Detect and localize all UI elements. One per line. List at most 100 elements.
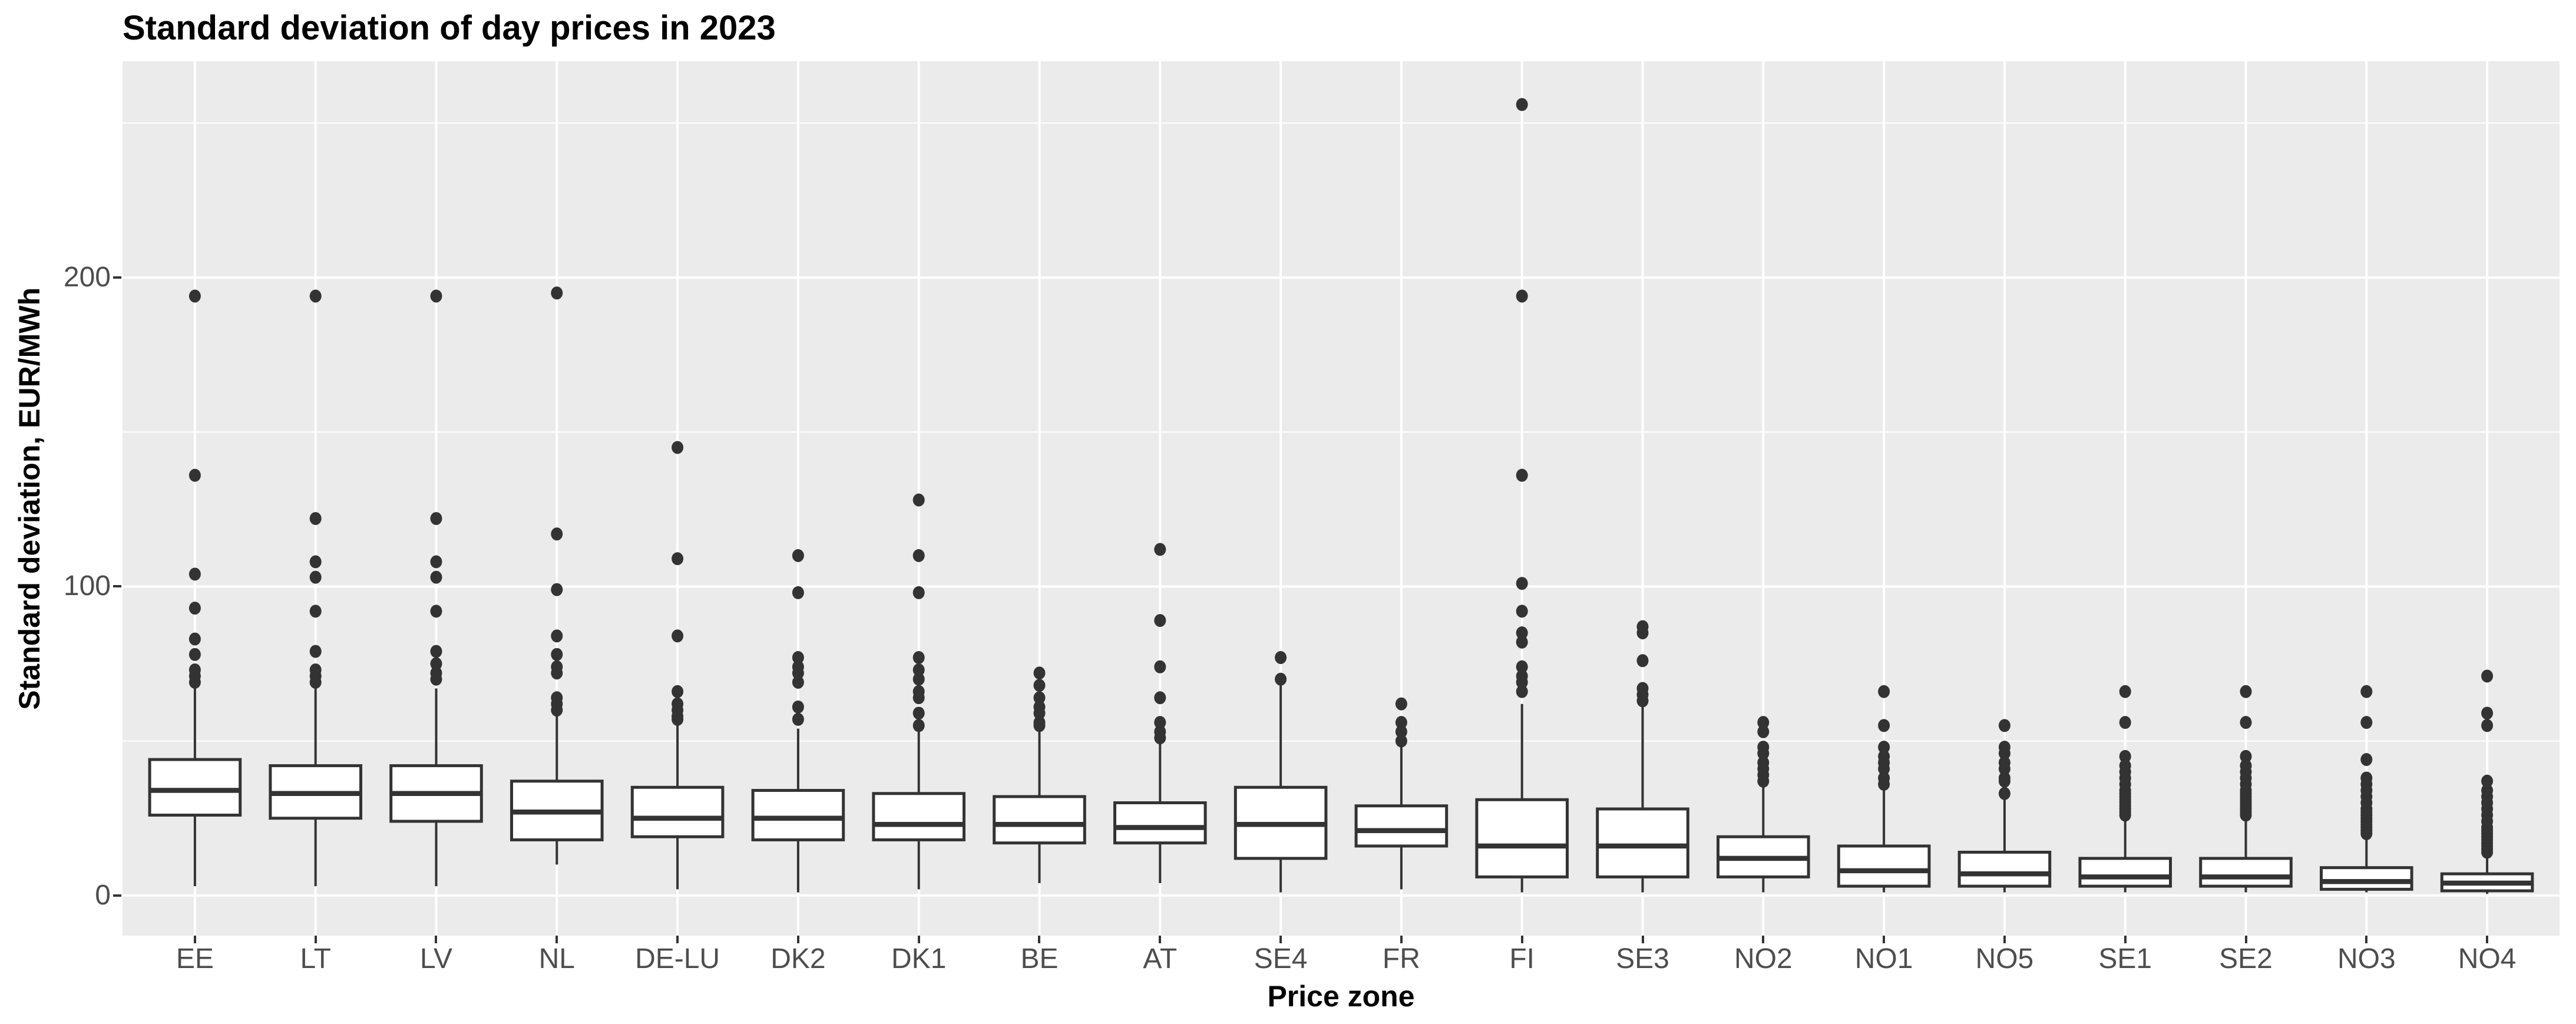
boxplot-DK1	[872, 493, 965, 890]
boxplot-SE3	[1596, 620, 1689, 893]
outlier-point	[1516, 468, 1528, 482]
y-tick-label: 100	[63, 570, 111, 602]
x-tick-label-NO5: NO5	[1975, 943, 2034, 975]
x-tick-mark	[193, 936, 196, 943]
boxplot-AT	[1113, 543, 1207, 883]
outlier-point	[1154, 543, 1166, 556]
outlier-point	[672, 685, 684, 698]
x-tick-label-AT: AT	[1143, 943, 1178, 975]
x-tick-mark	[1641, 936, 1644, 943]
outlier-point	[309, 605, 322, 618]
boxplot-svg	[123, 61, 2560, 936]
outlier-point	[2360, 753, 2373, 767]
outlier-point	[1636, 682, 1649, 695]
outlier-point	[1998, 719, 2010, 732]
x-tick-label-NO2: NO2	[1734, 943, 1793, 975]
outlier-point	[1154, 691, 1166, 705]
outlier-point	[2119, 716, 2131, 729]
x-tick-mark	[314, 936, 317, 943]
x-tick-label-BE: BE	[1020, 943, 1059, 975]
boxplot-NO2	[1717, 716, 1810, 893]
outlier-point	[2119, 749, 2131, 763]
x-tick-label-SE3: SE3	[1616, 943, 1669, 975]
outlier-point	[2119, 685, 2131, 698]
outlier-point	[1033, 700, 1046, 714]
x-tick-mark	[2244, 936, 2247, 943]
outlier-point	[2360, 771, 2373, 785]
outlier-point	[792, 700, 804, 714]
outlier-point	[2360, 685, 2373, 698]
box-rect	[993, 795, 1086, 845]
chart-title: Standard deviation of day prices in 2023	[123, 9, 776, 47]
y-tick-label: 200	[63, 262, 111, 293]
outlier-point	[551, 286, 563, 300]
outlier-point	[430, 555, 442, 569]
outlier-point	[2360, 716, 2373, 729]
outlier-point	[912, 651, 925, 665]
outlier-point	[1154, 716, 1166, 729]
outlier-point	[1154, 614, 1166, 627]
box-rect	[1354, 804, 1449, 848]
x-tick-label-NO4: NO4	[2458, 943, 2517, 975]
outlier-point	[189, 632, 201, 646]
x-tick-mark	[435, 936, 438, 943]
outlier-point	[189, 602, 201, 615]
outlier-point	[912, 672, 925, 686]
x-tick-mark	[555, 936, 558, 943]
y-axis-title: Standard deviation, EUR/MWh	[11, 61, 48, 936]
x-axis-title: Price zone	[1267, 980, 1415, 1013]
outlier-point	[430, 645, 442, 658]
outlier-point	[2481, 719, 2494, 732]
y-tick-mark	[113, 894, 121, 897]
outlier-point	[1516, 605, 1528, 618]
outlier-point	[1878, 741, 1890, 754]
outlier-point	[1516, 685, 1528, 698]
outlier-point	[2240, 749, 2252, 763]
outlier-point	[551, 629, 563, 643]
outlier-point	[672, 697, 684, 711]
outlier-point	[430, 666, 442, 680]
boxplot-LV	[389, 289, 483, 887]
outlier-point	[1516, 626, 1528, 640]
y-tick-mark	[113, 276, 121, 279]
outlier-point	[1878, 749, 1890, 763]
x-tick-mark	[676, 936, 679, 943]
outlier-point	[430, 570, 442, 584]
x-tick-mark	[1159, 936, 1162, 943]
outlier-point	[1757, 725, 1770, 738]
outlier-point	[1395, 734, 1407, 748]
outlier-point	[1154, 660, 1166, 673]
x-tick-label-FR: FR	[1382, 943, 1420, 975]
outlier-point	[672, 441, 684, 454]
outlier-point	[551, 527, 563, 541]
x-tick-label-DE-LU: DE-LU	[635, 943, 720, 975]
outlier-point	[1033, 691, 1046, 705]
boxplot-SE1	[2078, 685, 2172, 893]
boxplot-FI	[1475, 98, 1569, 893]
x-tick-mark	[2486, 936, 2489, 943]
x-tick-mark	[1762, 936, 1765, 943]
outlier-point	[1516, 289, 1528, 303]
outlier-point	[1636, 654, 1649, 668]
boxplot-FR	[1354, 697, 1449, 890]
outlier-point	[912, 663, 925, 677]
boxplot-DE-LU	[630, 441, 725, 890]
outlier-point	[1998, 787, 2010, 800]
x-tick-label-DK2: DK2	[771, 943, 826, 975]
x-tick-mark	[1400, 936, 1403, 943]
boxplot-NL	[510, 286, 604, 865]
x-tick-mark	[2124, 936, 2127, 943]
box-rect	[2078, 857, 2172, 888]
x-tick-mark	[1038, 936, 1041, 943]
outlier-point	[189, 648, 201, 661]
outlier-point	[1154, 725, 1166, 738]
outlier-point	[792, 586, 804, 599]
outlier-point	[1275, 651, 1287, 665]
outlier-point	[1516, 669, 1528, 683]
y-axis-title-text: Standard deviation, EUR/MWh	[13, 287, 46, 710]
x-tick-label-SE2: SE2	[2219, 943, 2273, 975]
outlier-point	[1757, 756, 1770, 769]
outlier-point	[551, 583, 563, 596]
outlier-point	[551, 660, 563, 673]
outlier-point	[1033, 679, 1046, 692]
